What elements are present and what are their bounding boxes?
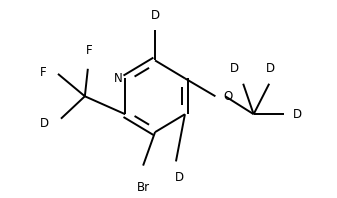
Text: N: N xyxy=(114,72,123,85)
Text: Br: Br xyxy=(136,181,150,194)
Text: D: D xyxy=(229,62,239,75)
Text: D: D xyxy=(40,117,49,130)
Text: O: O xyxy=(223,90,233,103)
Text: F: F xyxy=(86,44,93,57)
Text: D: D xyxy=(151,9,160,22)
Text: D: D xyxy=(266,62,275,75)
Text: D: D xyxy=(174,171,184,184)
Text: D: D xyxy=(293,108,302,121)
Text: F: F xyxy=(39,66,46,79)
